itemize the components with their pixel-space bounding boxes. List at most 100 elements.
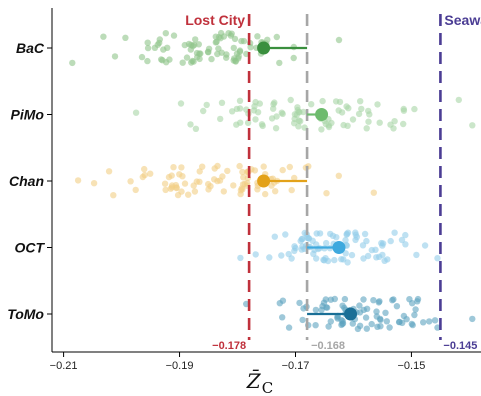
data-point-bac [217,29,225,37]
data-point-chan [110,192,117,199]
data-point-oct [329,232,337,239]
data-point-bac [122,34,129,41]
data-point-tomo [360,296,367,303]
data-point-bac [192,36,199,43]
data-point-bac [111,53,119,60]
ref-label-lost-city: Lost City [185,12,245,28]
data-point-tomo [431,317,439,324]
data-point-tomo [414,295,422,303]
data-point-pimo [363,125,370,132]
data-point-tomo [412,306,419,313]
data-point-chan [161,180,169,187]
data-point-tomo [426,318,433,325]
data-point-tomo [356,302,363,309]
data-point-pimo [287,96,294,104]
data-point-oct [331,256,338,264]
data-point-chan [141,165,148,173]
data-point-tomo [360,306,367,314]
data-point-chan [132,186,139,194]
data-point-tomo [296,299,303,307]
data-point-chan [254,186,261,193]
ref-label-seawater: Seawater [444,12,481,28]
data-point-tomo [362,314,370,321]
data-point-chan [190,182,197,189]
data-point-pimo [469,122,476,129]
data-point-chan [323,190,330,197]
data-point-oct [434,255,441,262]
data-point-pimo [233,105,241,113]
data-point-bac [231,35,239,43]
data-point-chan [139,173,146,181]
data-point-chan [335,172,342,179]
data-point-bac [179,59,186,66]
data-point-pimo [218,99,226,107]
data-point-tomo [374,323,381,330]
data-point-pimo [270,105,277,112]
data-point-chan [178,164,185,171]
axes-layer [47,8,481,357]
data-point-bac [276,59,283,67]
data-point-chan [211,165,218,172]
ref-value-seawater: −0.145 [443,340,477,352]
data-point-bac [159,57,166,64]
data-point-pimo [203,101,210,109]
data-point-tomo [338,316,345,324]
data-point-chan [288,186,295,194]
data-point-tomo [389,297,396,304]
data-point-oct [398,236,406,244]
data-point-bac [138,53,146,61]
data-point-chan [236,162,243,170]
data-point-oct [413,251,420,259]
data-point-chan [262,190,269,198]
data-point-oct [271,233,278,240]
data-point-oct [361,230,369,238]
data-point-tomo [312,322,319,329]
data-point-bac [236,47,244,54]
data-point-chan [185,191,192,198]
data-point-bac [212,33,219,40]
data-point-pimo [357,98,364,105]
category-label-oct: OCT [14,240,45,256]
data-point-oct [252,251,259,258]
data-point-pimo [268,115,276,122]
data-point-oct [379,251,386,259]
x-axis-title: Z̄C [246,368,273,396]
data-point-tomo [363,325,370,332]
data-point-tomo [386,324,393,331]
data-point-pimo [252,116,259,123]
data-point-pimo [325,123,333,131]
data-point-oct [384,256,391,263]
data-point-oct [324,257,332,265]
data-point-oct [372,246,379,253]
data-point-pimo [340,121,347,129]
data-point-tomo [341,295,349,303]
data-point-chan [251,167,259,174]
data-point-pimo [295,123,302,130]
data-point-pimo [365,118,372,125]
data-point-pimo [236,97,244,105]
data-point-oct [291,247,298,255]
data-point-oct [342,236,349,244]
data-point-bac [144,57,151,65]
mean-point-chan [257,174,271,188]
data-point-chan [224,167,231,175]
data-point-pimo [217,115,224,123]
data-point-tomo [331,295,338,303]
data-point-chan [178,188,185,195]
data-point-oct [344,259,351,266]
mean-point-tomo [344,307,358,321]
data-point-bac [190,58,197,65]
jitter-points-layer [69,29,476,333]
data-point-tomo [370,297,377,304]
data-point-pimo [376,119,383,126]
x-tick-label: −0.21 [50,360,78,372]
data-point-oct [305,235,312,242]
mean-segments-layer [257,41,358,321]
data-point-chan [90,180,98,187]
data-point-chan [179,173,186,180]
data-point-tomo [325,323,332,330]
x-axis-title-subscript: C [262,379,273,396]
data-point-bac [290,54,297,62]
data-point-chan [220,188,227,195]
data-point-chan [172,181,180,189]
